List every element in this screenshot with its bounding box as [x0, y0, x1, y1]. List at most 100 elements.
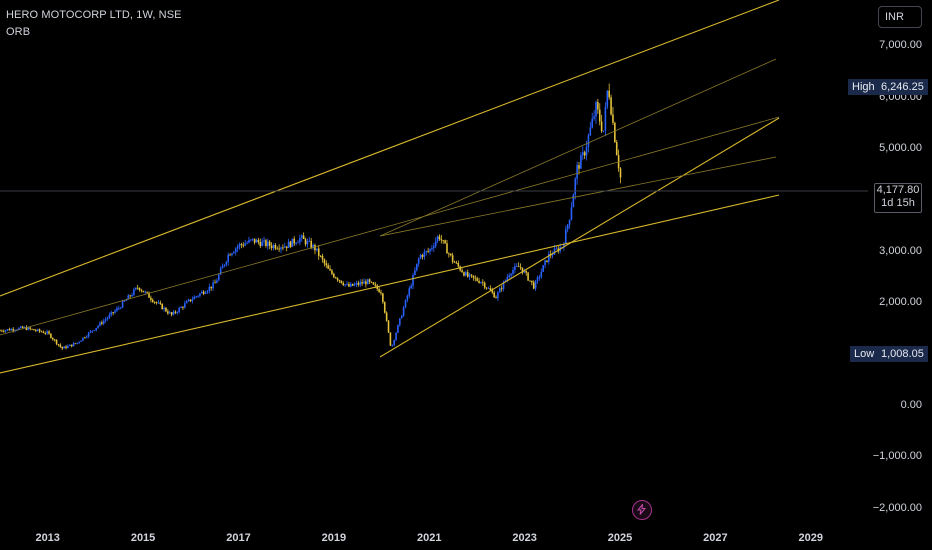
candle-body — [112, 312, 114, 313]
candle-body — [382, 293, 384, 303]
candle-body — [327, 265, 329, 269]
candle-body — [59, 344, 62, 347]
candle-body — [508, 275, 511, 278]
candle-body — [598, 109, 601, 122]
candle-body — [619, 168, 622, 178]
candle-body — [323, 259, 326, 264]
candle-body — [116, 308, 118, 311]
trendline-steep-mid[interactable] — [379, 156, 777, 237]
candle-body — [27, 327, 30, 330]
candle-body — [127, 295, 130, 300]
candle-body — [131, 294, 133, 297]
candle-body — [548, 253, 550, 262]
candle-body — [195, 296, 197, 298]
candle-body — [31, 328, 33, 330]
candle-body — [289, 241, 292, 247]
candle-body — [42, 331, 45, 333]
candle-body — [283, 246, 286, 248]
candle-body — [374, 284, 377, 286]
trendline-steep-lower[interactable] — [379, 117, 780, 358]
y-axis-tick-label: 7,000.00 — [879, 39, 922, 52]
low-label-tag: Low — [850, 346, 879, 362]
candle-body — [457, 262, 460, 267]
candle-body — [82, 337, 84, 341]
candle-body — [455, 262, 458, 264]
candle-body — [118, 307, 120, 309]
candle-body — [536, 277, 539, 281]
candle-body — [497, 292, 499, 299]
trendline-steep-upper[interactable] — [379, 58, 777, 237]
candle-body — [540, 271, 543, 277]
candle-body — [140, 290, 143, 291]
candle-body — [129, 295, 131, 297]
candle-body — [476, 278, 478, 281]
candle-body — [308, 240, 311, 242]
candle-body — [48, 331, 50, 334]
candle-body — [566, 224, 569, 230]
candle-body — [233, 252, 235, 254]
candle-body — [138, 287, 141, 291]
candle-body — [608, 90, 610, 98]
candle-body — [314, 244, 316, 251]
y-axis-tick-label: −1,000.00 — [872, 450, 922, 463]
candle-body — [91, 330, 94, 332]
candle-body — [383, 302, 386, 313]
candle-body — [521, 267, 524, 273]
trendline-lower-channel[interactable] — [0, 194, 780, 374]
candle-body — [614, 122, 616, 143]
candle-body — [485, 287, 488, 289]
candle-body — [201, 291, 203, 294]
candle-body — [136, 287, 139, 289]
candle-body — [404, 299, 407, 308]
candle-body — [278, 248, 280, 250]
lightning-bolt-icon[interactable] — [632, 500, 652, 520]
candle-body — [365, 281, 367, 285]
low-value-tag: 1,008.05 — [877, 346, 928, 362]
candle-body — [184, 303, 186, 308]
bar-countdown: 1d 15h — [881, 197, 915, 209]
symbol-title[interactable]: HERO MOTOCORP LTD, 1W, NSE — [6, 9, 182, 21]
candle-body — [242, 244, 245, 246]
candle-body — [610, 97, 612, 115]
candle-body — [400, 315, 403, 319]
candle-series — [0, 83, 622, 350]
candle-body — [225, 261, 228, 265]
candle-body — [295, 243, 297, 244]
trendline-upper-channel[interactable] — [0, 0, 780, 297]
x-axis-tick-label: 2027 — [703, 532, 728, 544]
candle-body — [417, 258, 420, 264]
candle-body — [527, 272, 529, 281]
candle-body — [304, 239, 307, 245]
candle-body — [410, 285, 412, 289]
indicator-label[interactable]: ORB — [6, 26, 31, 38]
candle-body — [21, 326, 24, 328]
candle-body — [174, 311, 177, 313]
candle-body — [442, 240, 445, 241]
candle-body — [157, 302, 160, 304]
candle-body — [593, 116, 595, 119]
candle-body — [191, 299, 194, 302]
candle-body — [429, 249, 431, 252]
candle-body — [176, 312, 179, 313]
candle-body — [478, 280, 480, 283]
candle-body — [544, 260, 546, 266]
candle-body — [342, 283, 345, 286]
trendline-mid-channel[interactable] — [0, 116, 780, 336]
candle-body — [76, 342, 79, 344]
candle-body — [615, 142, 618, 156]
candle-body — [349, 283, 352, 287]
candle-body — [204, 292, 207, 294]
candle-body — [402, 307, 405, 316]
candle-body — [293, 238, 296, 244]
currency-button[interactable]: INR — [878, 6, 922, 28]
candle-body — [46, 331, 48, 334]
candle-body — [189, 299, 192, 302]
candle-body — [78, 341, 81, 343]
candle-body — [465, 272, 467, 276]
candle-body — [333, 273, 335, 278]
candle-body — [165, 307, 167, 312]
candle-body — [93, 330, 96, 332]
candle-body — [227, 254, 230, 262]
candle-body — [185, 301, 188, 304]
